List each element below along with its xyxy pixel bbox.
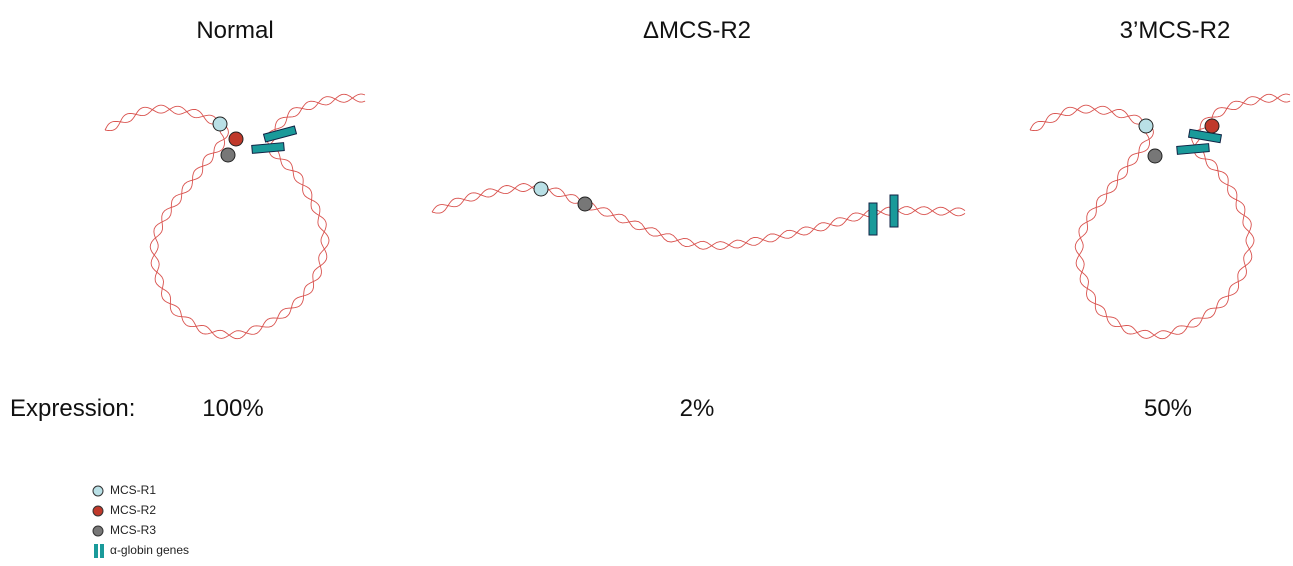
expression-value: 2% <box>680 395 715 422</box>
dna-strand <box>431 183 966 251</box>
dna-strand <box>104 93 366 340</box>
element-marker <box>1147 148 1163 164</box>
dna-strand <box>104 93 366 339</box>
element-marker <box>577 196 593 212</box>
dna-strand <box>1029 93 1291 340</box>
dna-strand <box>1029 93 1291 339</box>
gene-marker <box>1187 128 1223 144</box>
gene-marker <box>868 202 878 236</box>
expression-label: Expression: <box>10 395 135 422</box>
element-marker <box>533 181 549 197</box>
element-marker <box>228 131 244 147</box>
legend-swatch <box>92 525 104 537</box>
legend-label: α-globin genes <box>110 543 189 557</box>
expression-value: 100% <box>202 395 263 422</box>
dna-strand <box>431 183 966 250</box>
markers <box>212 116 1223 236</box>
legend-label: MCS-R3 <box>110 523 156 537</box>
gene-marker <box>262 125 298 143</box>
legend-swatch <box>94 544 98 558</box>
legend-swatch <box>92 485 104 497</box>
legend-label: MCS-R1 <box>110 483 156 497</box>
element-marker <box>1138 118 1154 134</box>
element-marker <box>220 147 236 163</box>
legend-swatch <box>100 544 104 558</box>
panel-title: ΔMCS-R2 <box>643 17 751 44</box>
panel-title: 3’MCS-R2 <box>1120 17 1231 44</box>
gene-marker <box>889 194 899 228</box>
element-marker <box>212 116 228 132</box>
dna-strands <box>104 93 1291 340</box>
gene-marker <box>1176 143 1210 155</box>
panel-title: Normal <box>196 17 273 44</box>
legend-label: MCS-R2 <box>110 503 156 517</box>
legend: MCS-R1 MCS-R2 MCS-R3 α-globin genes <box>92 483 189 558</box>
gene-marker <box>251 142 285 154</box>
legend-swatch <box>92 505 104 517</box>
expression-value: 50% <box>1144 395 1192 422</box>
element-marker <box>1204 118 1220 134</box>
